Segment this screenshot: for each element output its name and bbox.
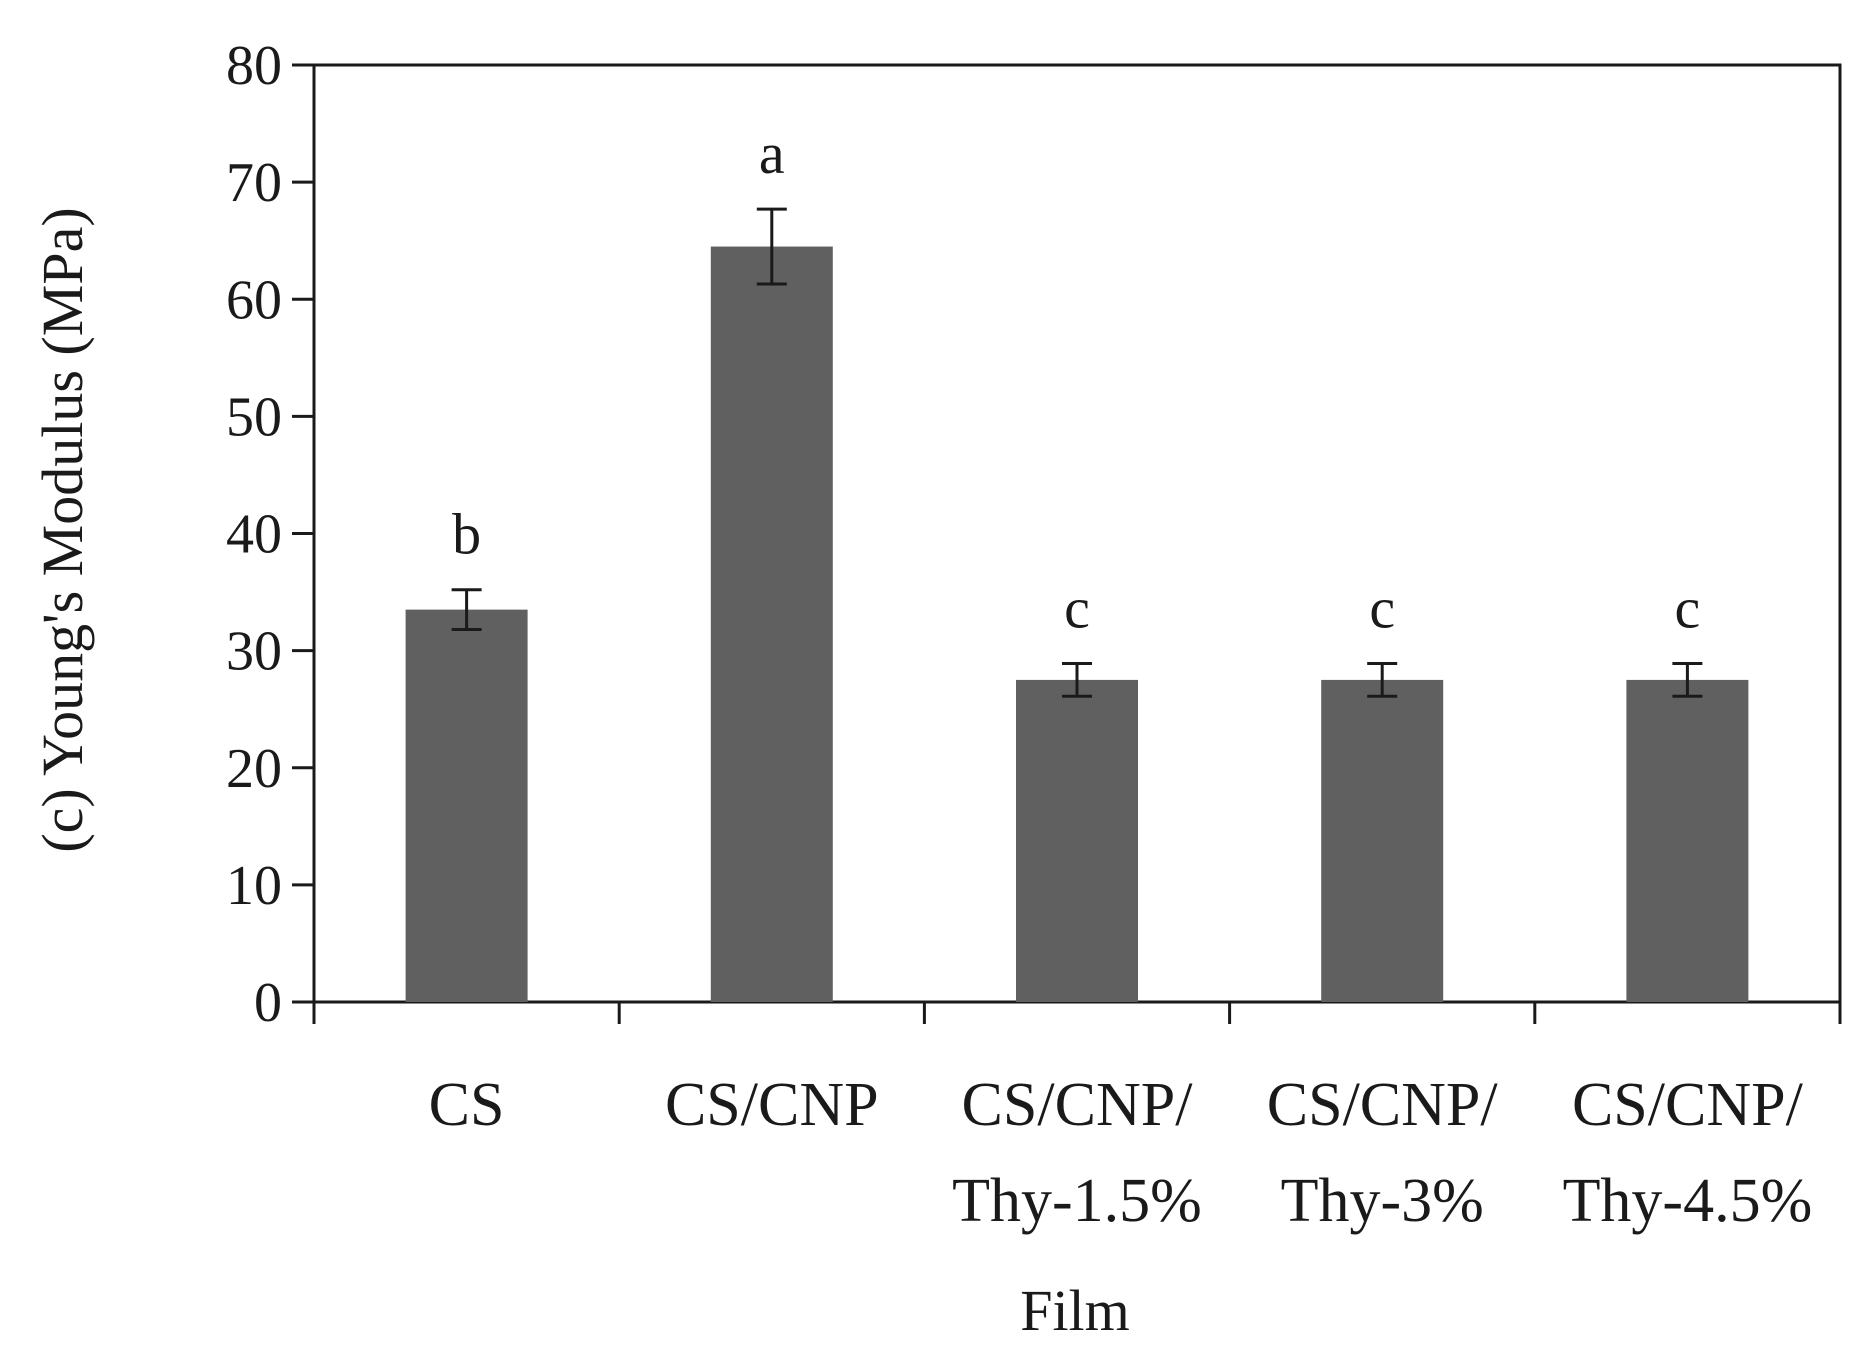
significance-letter: c — [1064, 576, 1090, 641]
bars — [405, 246, 1749, 1002]
x-axis — [312, 1002, 1842, 1024]
y-tick-label: 30 — [226, 621, 282, 683]
y-tick-label: 60 — [226, 269, 282, 331]
y-tick-label: 10 — [226, 855, 282, 917]
bar — [710, 246, 833, 1002]
error-bars — [451, 207, 1703, 698]
significance-letter: c — [1675, 576, 1701, 641]
category-labels: CS CS/CNP CS/CNP/Thy-1.5% CS/CNP/Thy-3% CS/C… — [429, 1071, 1813, 1235]
category-label: Thy-1.5% — [952, 1167, 1202, 1235]
y-axis-title: (c) Young's Modulus (MPa) — [30, 207, 95, 852]
category-label: CS/CNP — [665, 1071, 879, 1139]
bar — [1321, 679, 1444, 1002]
y-tick-label: 80 — [226, 35, 282, 97]
bar — [405, 609, 528, 1002]
category-label: CS/CNP/ — [1572, 1071, 1804, 1139]
significance-letter: a — [759, 121, 785, 186]
y-tick-label: 0 — [254, 972, 282, 1034]
x-axis-title: Film — [1020, 1278, 1130, 1343]
category-label: Thy-3% — [1281, 1167, 1484, 1235]
significance-letters: b a c c c — [452, 121, 1700, 640]
y-tick-label: 70 — [226, 152, 282, 214]
category-label: CS/CNP/ — [962, 1071, 1194, 1139]
significance-letter: b — [452, 502, 481, 567]
bar — [1626, 679, 1749, 1002]
y-tick-label: 50 — [226, 386, 282, 448]
category-label: Thy-4.5% — [1563, 1167, 1813, 1235]
y-axis: 0 10 20 30 40 50 60 70 80 — [226, 35, 314, 1034]
significance-letter: c — [1369, 576, 1395, 641]
y-tick-label: 40 — [226, 504, 282, 566]
y-tick-label: 20 — [226, 738, 282, 800]
bar — [1016, 679, 1138, 1002]
category-label: CS — [429, 1071, 505, 1139]
category-label: CS/CNP/ — [1267, 1071, 1499, 1139]
